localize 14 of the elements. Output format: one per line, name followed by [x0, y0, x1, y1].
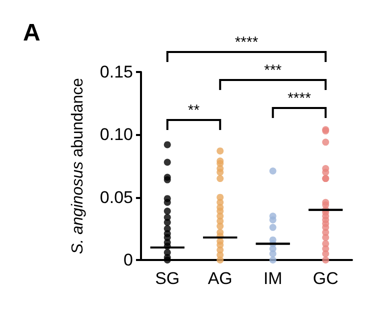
y-tick-label: 0: [124, 250, 133, 270]
x-tick-label: IM: [263, 269, 282, 288]
x-tick-label: GC: [312, 269, 338, 288]
annotation: **: [188, 102, 200, 119]
text: ****: [234, 34, 258, 51]
x-tick-label: AG: [208, 269, 232, 288]
y-tick-label: 0.10: [100, 125, 133, 144]
y-axis-title: S. anginosus abundance: [70, 78, 86, 254]
annotation: ****: [288, 90, 312, 107]
chart-title: A: [23, 20, 40, 46]
x-tick-label: SG: [155, 269, 180, 288]
y-tick-label: 0.15: [100, 62, 133, 82]
y-tick-label: 0.05: [100, 188, 133, 207]
annotation: ***: [264, 62, 282, 79]
